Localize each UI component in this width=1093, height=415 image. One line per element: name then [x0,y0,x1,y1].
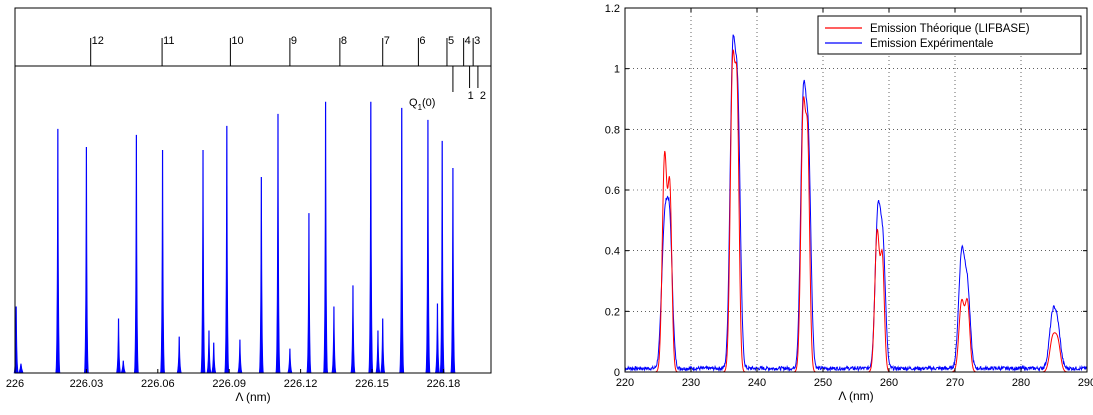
spectrum-peak [439,140,445,374]
spectrum-peak [275,113,281,374]
spectrum-peak [258,177,264,374]
branch-label: 11 [163,35,174,47]
y-tick-label: 0.4 [605,246,620,258]
y-tick-label: 0.8 [605,124,620,136]
spectrum-peak [306,213,312,374]
x-tick-label: 226.03 [70,378,104,390]
branch-label: 3 [474,35,480,47]
left-spectrum-chart: 12 11 10 9 8 7 6 5 4 3 1 2 Q1(0) 226 226.03 226.06 226.0… [6,7,492,404]
spectrum-peak [450,168,456,374]
y-tick-label: 0.6 [605,185,620,197]
x-tick-label: 226.15 [355,378,389,390]
y-tick-label: 0 [614,367,620,379]
spectrum-peak [375,330,381,374]
branch-label: 1 [468,90,474,102]
spectrum-peak [399,107,405,374]
spectrum-peak [368,101,374,374]
x-axis-label: Λ (nm) [838,389,873,403]
x-tick-label: 230 [682,377,700,389]
branch-label: 9 [291,35,297,47]
spectrum-peak [133,134,140,374]
x-tick-label: 250 [814,377,832,389]
spectrum-peak [115,318,122,374]
spectrum-peak [434,303,441,374]
x-tick-label: 226 [6,378,24,390]
branch-label: 6 [419,35,425,47]
x-tick-label: 280 [1012,377,1030,389]
series-line-experimental [624,34,1088,373]
spectrum-peak [200,149,206,374]
spectrum-peak [55,128,61,374]
spectrum-peak [331,306,337,374]
spectrum-peak [18,363,24,374]
branch-label: 2 [480,90,486,102]
spectrum-peak [159,149,166,374]
spectrum-peak [211,342,217,374]
y-tick-label: 0.2 [605,306,620,318]
spectrum-peak [380,318,386,374]
x-tick-label: 226.06 [141,378,175,390]
x-tick-label: 226.12 [284,378,318,390]
grid-lines [624,7,1088,373]
branch-label: 7 [384,35,390,47]
spectrum-peak [176,336,182,374]
x-tick-label: 220 [616,377,634,389]
legend: Emission Théorique (LIFBASE) Emission Exp… [817,15,1082,55]
spectrum-peak [83,146,90,374]
legend-entry-label: Emission Théorique (LIFBASE) [870,23,1030,35]
branch-label: 8 [341,35,347,47]
legend-box [817,15,1082,55]
spectrum-peak [287,348,293,374]
plot-frame [14,7,492,374]
y-tick-label: 1 [614,64,620,76]
branch-label: 5 [448,35,454,47]
spectrum-peak [350,285,356,374]
x-tick-label: 260 [880,377,898,389]
spectrum-peak [237,339,243,374]
x-axis-label: Λ (nm) [235,390,270,404]
x-tick-label: 226.18 [427,378,461,390]
x-tick-label: 240 [748,377,766,389]
spectrum-peak [224,125,230,374]
x-tick-label: 270 [946,377,964,389]
branch-label: 12 [92,35,104,47]
branch-label: 10 [231,35,243,47]
legend-entry-label: Emission Expérimentale [870,38,993,50]
spectrum-peak [425,119,431,374]
y-tick-label: 1.2 [605,3,620,15]
q-annotation: Q1(0) [409,97,435,112]
x-tick-label: 290 [1078,377,1093,389]
spectrum-peak [120,360,126,374]
series-line-theoretical [625,49,1087,373]
right-emission-chart: 220 230 240 250 260 270 280 290 0 0.2 0.4 0.6 0.8 1 1.… [605,3,1093,403]
branch-label: 4 [465,35,471,47]
spectrum-peak [206,330,212,374]
spectrum-peaks [13,101,456,374]
x-tick-label: 226.09 [212,378,246,390]
spectrum-peak [322,101,329,374]
